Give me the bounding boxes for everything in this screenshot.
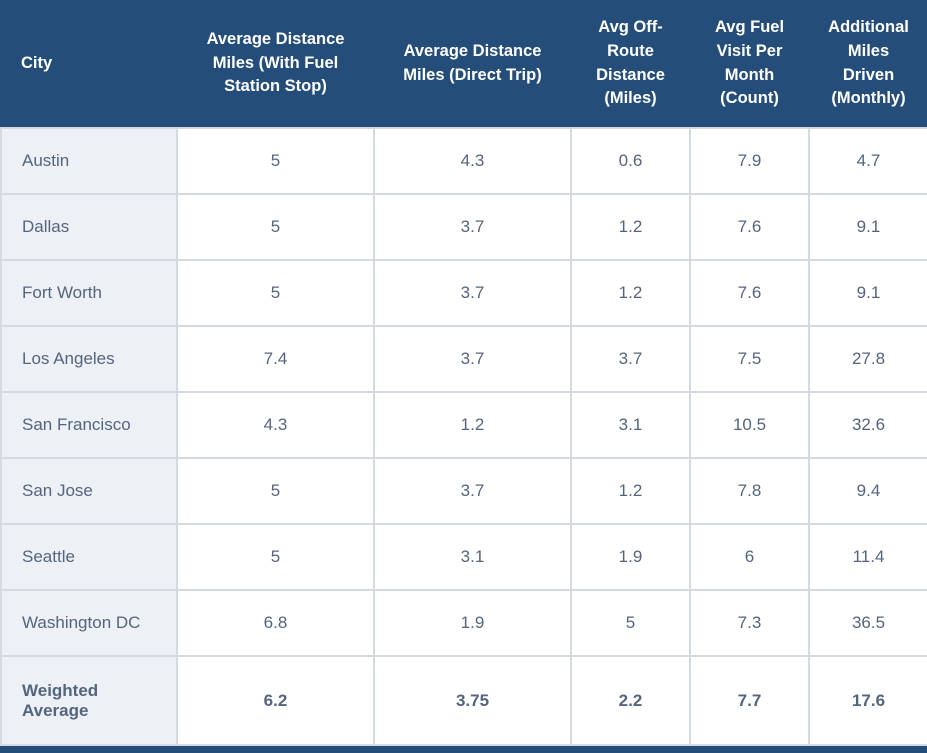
- table-header: City Average Distance Miles (With Fuel S…: [1, 0, 927, 128]
- table-row: San Jose 5 3.7 1.2 7.8 9.4: [0, 457, 927, 525]
- column-header-avg-distance-direct: Average Distance Miles (Direct Trip): [374, 0, 571, 128]
- value-cell: 7.8: [689, 457, 810, 525]
- table-row: Seattle 5 3.1 1.9 6 11.4: [0, 523, 927, 591]
- city-cell: Fort Worth: [0, 259, 178, 327]
- city-cell: San Francisco: [0, 391, 178, 459]
- value-cell: 5: [176, 259, 375, 327]
- value-cell: 3.1: [570, 391, 691, 459]
- value-cell: 7.9: [689, 127, 810, 195]
- value-cell: 11.4: [808, 523, 927, 591]
- value-cell: 27.8: [808, 325, 927, 393]
- value-cell: 3.7: [373, 193, 572, 261]
- table-row: Fort Worth 5 3.7 1.2 7.6 9.1: [0, 259, 927, 327]
- column-header-fuel-visits: Avg Fuel Visit Per Month (Count): [690, 0, 809, 128]
- value-cell: 5: [570, 589, 691, 657]
- value-cell: 3.75: [373, 655, 572, 746]
- city-cell: Weighted Average: [0, 655, 178, 746]
- value-cell: 7.6: [689, 259, 810, 327]
- value-cell: 4.3: [373, 127, 572, 195]
- value-cell: 5: [176, 193, 375, 261]
- column-header-additional-miles: Additional Miles Driven (Monthly): [809, 0, 927, 128]
- city-cell: Austin: [0, 127, 178, 195]
- city-cell: Washington DC: [0, 589, 178, 657]
- value-cell: 9.1: [808, 259, 927, 327]
- value-cell: 3.7: [570, 325, 691, 393]
- column-header-off-route-distance: Avg Off-Route Distance (Miles): [571, 0, 690, 128]
- value-cell: 7.6: [689, 193, 810, 261]
- value-cell: 6.8: [176, 589, 375, 657]
- value-cell: 9.4: [808, 457, 927, 525]
- value-cell: 7.7: [689, 655, 810, 746]
- value-cell: 6: [689, 523, 810, 591]
- value-cell: 5: [176, 523, 375, 591]
- value-cell: 3.7: [373, 325, 572, 393]
- column-header-avg-distance-with-stop: Average Distance Miles (With Fuel Statio…: [177, 0, 374, 128]
- value-cell: 3.7: [373, 259, 572, 327]
- value-cell: 6.2: [176, 655, 375, 746]
- value-cell: 36.5: [808, 589, 927, 657]
- table-row: Austin 5 4.3 0.6 7.9 4.7: [0, 127, 927, 195]
- city-cell: Dallas: [0, 193, 178, 261]
- table-body: Austin 5 4.3 0.6 7.9 4.7 Dallas 5 3.7 1.…: [0, 127, 927, 746]
- value-cell: 10.5: [689, 391, 810, 459]
- table-row: Los Angeles 7.4 3.7 3.7 7.5 27.8: [0, 325, 927, 393]
- value-cell: 1.2: [570, 457, 691, 525]
- column-header-city: City: [1, 0, 177, 128]
- value-cell: 9.1: [808, 193, 927, 261]
- value-cell: 4.7: [808, 127, 927, 195]
- value-cell: 5: [176, 127, 375, 195]
- value-cell: 5: [176, 457, 375, 525]
- city-cell: Seattle: [0, 523, 178, 591]
- value-cell: 1.9: [570, 523, 691, 591]
- table-row: San Francisco 4.3 1.2 3.1 10.5 32.6: [0, 391, 927, 459]
- value-cell: 2.2: [570, 655, 691, 746]
- value-cell: 1.2: [373, 391, 572, 459]
- value-cell: 1.2: [570, 193, 691, 261]
- value-cell: 0.6: [570, 127, 691, 195]
- value-cell: 32.6: [808, 391, 927, 459]
- table-header-row: City Average Distance Miles (With Fuel S…: [1, 0, 927, 128]
- value-cell: 1.2: [570, 259, 691, 327]
- table-row: Dallas 5 3.7 1.2 7.6 9.1: [0, 193, 927, 261]
- value-cell: 7.3: [689, 589, 810, 657]
- value-cell: 1.9: [373, 589, 572, 657]
- table-row: Weighted Average 6.2 3.75 2.2 7.7 17.6: [0, 655, 927, 746]
- value-cell: 7.5: [689, 325, 810, 393]
- value-cell: 3.7: [373, 457, 572, 525]
- table-row: Washington DC 6.8 1.9 5 7.3 36.5: [0, 589, 927, 657]
- value-cell: 17.6: [808, 655, 927, 746]
- city-cell: Los Angeles: [0, 325, 178, 393]
- city-cell: San Jose: [0, 457, 178, 525]
- value-cell: 4.3: [176, 391, 375, 459]
- value-cell: 3.1: [373, 523, 572, 591]
- value-cell: 7.4: [176, 325, 375, 393]
